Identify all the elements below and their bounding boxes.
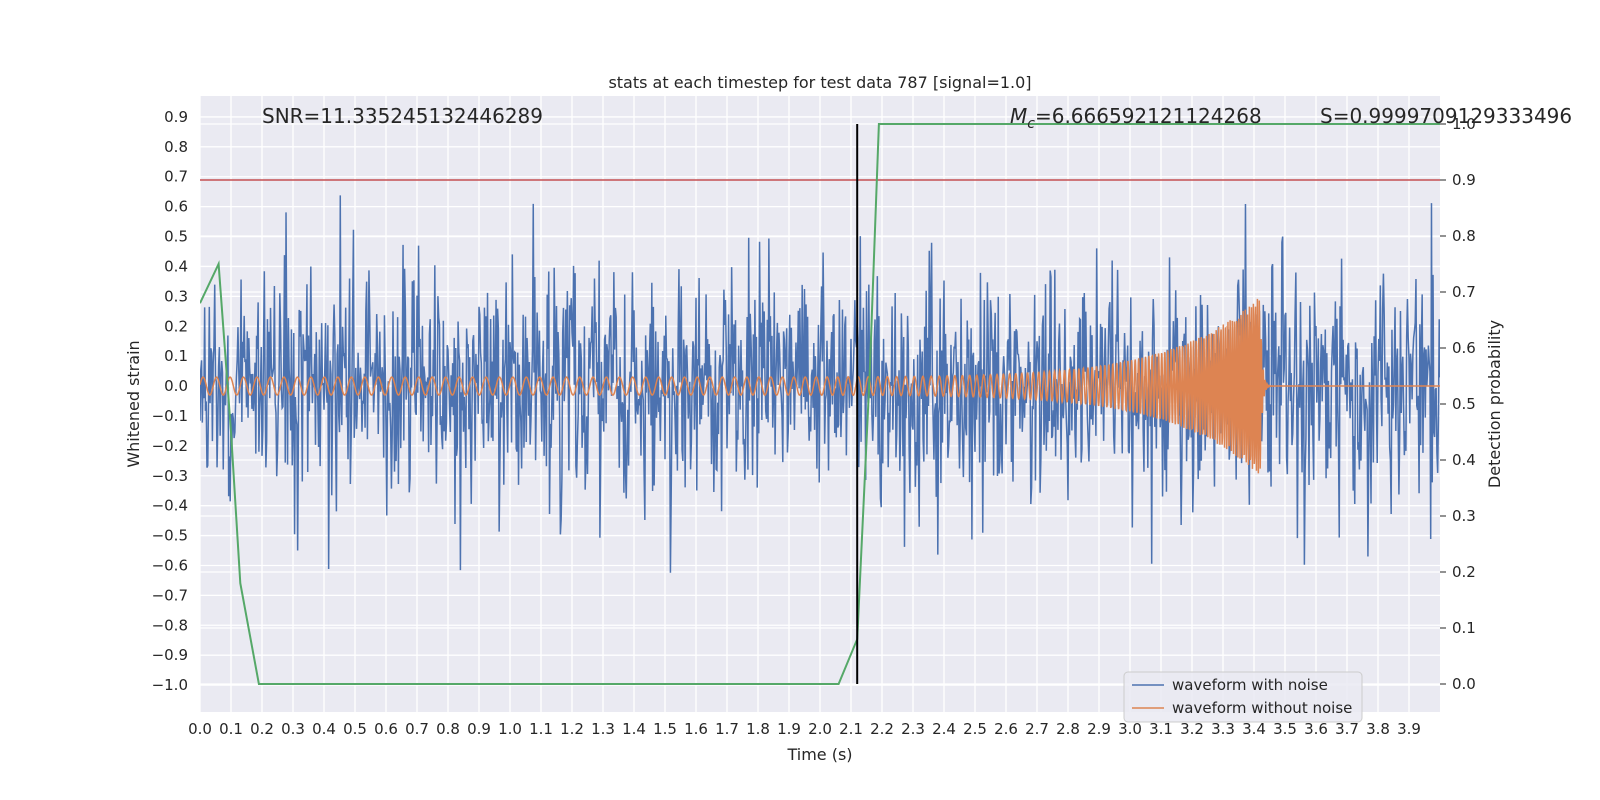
y-tick-label: 0.2 — [164, 317, 188, 335]
x-tick-label: 0.5 — [343, 720, 367, 738]
x-tick-label: 3.7 — [1335, 720, 1359, 738]
y-tick-label: −0.6 — [152, 556, 188, 574]
y2-axis-ticks: 1.0 0.9 0.8 0.7 0.6 0.5 0.4 0.3 0.2 0.1 0.0 — [1440, 115, 1476, 693]
x-tick-label: 0.0 — [188, 720, 212, 738]
y-tick-label: −0.7 — [152, 586, 188, 604]
x-tick-label: 2.9 — [1087, 720, 1111, 738]
y2-axis-title: Detection probability — [1485, 320, 1504, 488]
y-tick-label: 0.3 — [164, 287, 188, 305]
y-tick-label: −0.3 — [152, 467, 188, 485]
y-tick-label: −0.4 — [152, 497, 188, 515]
x-tick-label: 3.4 — [1242, 720, 1266, 738]
x-tick-label: 1.0 — [498, 720, 522, 738]
y-tick-label: −0.9 — [152, 646, 188, 664]
legend: waveform with noise waveform without noi… — [1123, 671, 1363, 723]
x-tick-label: 1.8 — [746, 720, 770, 738]
y-axis-title: Whitened strain — [124, 340, 143, 467]
y-axis-ticks: 0.9 0.8 0.7 0.6 0.5 0.4 0.3 0.2 0.1 0.0 −0.1 −0.2 −0… — [152, 108, 188, 694]
y-tick-label: 0.4 — [164, 257, 188, 275]
x-tick-label: 0.9 — [467, 720, 491, 738]
x-axis-title: Time (s) — [786, 745, 852, 764]
x-tick-label: 0.1 — [219, 720, 243, 738]
x-tick-label: 3.8 — [1366, 720, 1390, 738]
x-tick-label: 3.3 — [1211, 720, 1235, 738]
x-tick-label: 2.8 — [1056, 720, 1080, 738]
y2-tick-label: 0.4 — [1452, 451, 1476, 469]
x-tick-label: 0.2 — [250, 720, 274, 738]
y2-tick-label: 0.2 — [1452, 563, 1476, 581]
x-tick-label: 3.2 — [1180, 720, 1204, 738]
x-tick-label: 2.6 — [994, 720, 1018, 738]
chirp-mass-symbol: M — [1010, 104, 1027, 128]
y-tick-label: 0.6 — [164, 198, 188, 216]
y-tick-label: −0.1 — [152, 407, 188, 425]
x-tick-label: 0.3 — [281, 720, 305, 738]
x-tick-label: 2.3 — [901, 720, 925, 738]
y-tick-label: 0.5 — [164, 228, 188, 246]
legend-box — [1123, 671, 1363, 723]
x-tick-label: 2.0 — [808, 720, 832, 738]
y2-tick-label: 0.8 — [1452, 227, 1476, 245]
series-line-detection-probability — [200, 123, 1440, 685]
y-tick-label: −0.5 — [152, 527, 188, 545]
x-tick-label: 2.1 — [839, 720, 863, 738]
chart-title: stats at each timestep for test data 787… — [608, 73, 1031, 92]
x-tick-label: 0.8 — [436, 720, 460, 738]
x-tick-label: 1.2 — [560, 720, 584, 738]
x-tick-label: 3.5 — [1273, 720, 1297, 738]
chirp-mass-annotation: Mc=6.666592121124268 — [1010, 104, 1262, 132]
y2-tick-label: 0.5 — [1452, 395, 1476, 413]
legend-label-clean: waveform without noise — [1172, 699, 1352, 717]
snr-annotation: SNR=11.335245132446289 — [262, 104, 543, 128]
y-tick-label: 0.8 — [164, 138, 188, 156]
x-tick-label: 1.5 — [653, 720, 677, 738]
y-tick-label: −1.0 — [152, 676, 188, 694]
y-tick-label: 0.0 — [164, 377, 188, 395]
x-tick-label: 1.1 — [529, 720, 553, 738]
legend-label-noise: waveform with noise — [1172, 676, 1328, 694]
x-tick-label: 2.5 — [963, 720, 987, 738]
x-tick-label: 3.6 — [1304, 720, 1328, 738]
y2-tick-label: 0.3 — [1452, 507, 1476, 525]
x-tick-label: 1.6 — [684, 720, 708, 738]
y-tick-label: −0.2 — [152, 437, 188, 455]
x-tick-label: 3.0 — [1118, 720, 1142, 738]
y2-tick-label: 1.0 — [1452, 115, 1476, 133]
y2-tick-label: 0.7 — [1452, 283, 1476, 301]
score-annotation: S=0.9999709129333496 — [1320, 104, 1572, 128]
y-tick-label: −0.8 — [152, 616, 188, 634]
x-tick-label: 1.9 — [777, 720, 801, 738]
y-tick-label: 0.7 — [164, 168, 188, 186]
x-tick-label: 0.7 — [405, 720, 429, 738]
x-tick-label: 2.4 — [932, 720, 956, 738]
y-tick-label: 0.9 — [164, 108, 188, 126]
y2-tick-label: 0.1 — [1452, 619, 1476, 637]
y2-tick-label: 0.0 — [1452, 675, 1476, 693]
x-tick-label: 1.3 — [591, 720, 615, 738]
x-axis-ticks: 0.0 0.1 0.2 0.3 0.4 0.5 0.6 0.7 0.8 0.9 1.0 1.1 1.2 1… — [188, 720, 1421, 738]
x-tick-label: 1.7 — [715, 720, 739, 738]
chirp-mass-subscript: c — [1027, 116, 1035, 132]
x-tick-label: 1.4 — [622, 720, 646, 738]
x-tick-label: 3.1 — [1149, 720, 1173, 738]
x-tick-label: 2.7 — [1025, 720, 1049, 738]
y2-tick-label: 0.9 — [1452, 171, 1476, 189]
x-tick-label: 2.2 — [870, 720, 894, 738]
x-tick-label: 3.9 — [1397, 720, 1421, 738]
x-tick-label: 0.6 — [374, 720, 398, 738]
series-line-waveform-without-noise — [200, 298, 1440, 474]
y2-tick-label: 0.6 — [1452, 339, 1476, 357]
x-tick-label: 0.4 — [312, 720, 336, 738]
y-tick-label: 0.1 — [164, 347, 188, 365]
chirp-mass-value: =6.666592121124268 — [1035, 104, 1262, 128]
